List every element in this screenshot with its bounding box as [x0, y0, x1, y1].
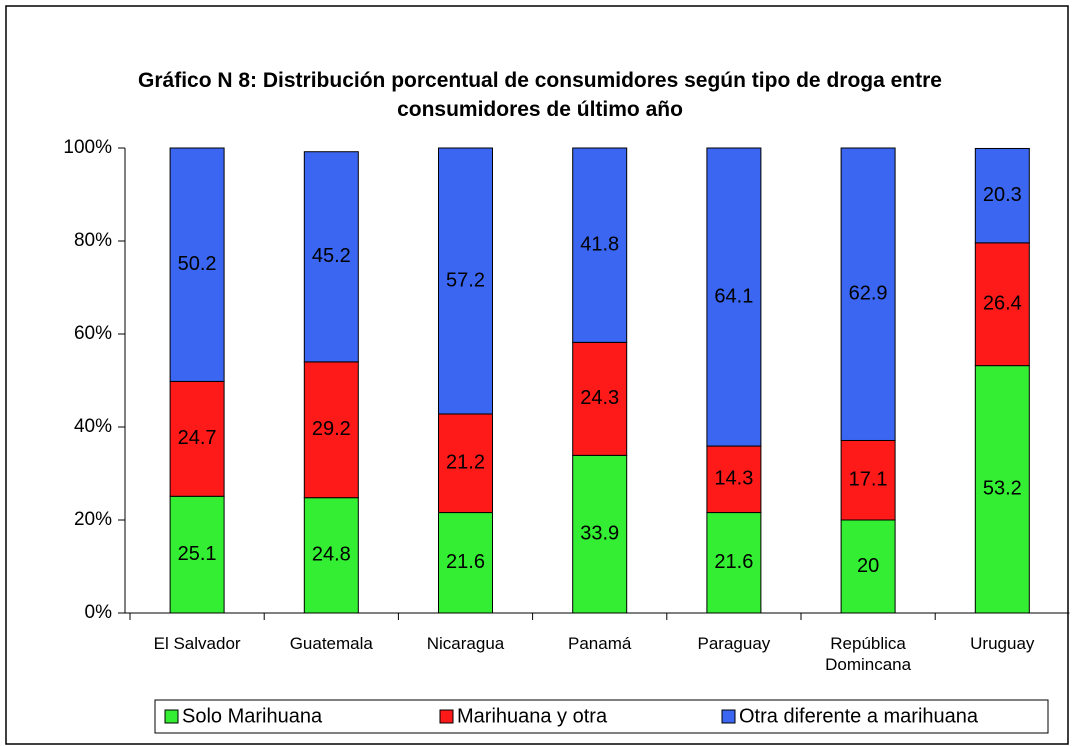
legend-label: Solo Marihuana [182, 705, 323, 727]
data-label: 25.1 [178, 543, 217, 565]
bar-segment [840, 439, 896, 521]
chart-frame [5, 5, 1069, 745]
data-label: 24.7 [178, 427, 217, 449]
bar-segment [303, 361, 359, 499]
data-label: 20 [857, 555, 879, 577]
data-label: 21.6 [714, 551, 753, 573]
data-label: 21.2 [446, 452, 485, 474]
x-tick-label: República Domincana [825, 634, 912, 674]
y-tick-label: 60% [74, 323, 112, 344]
data-label: 29.2 [312, 418, 351, 440]
bar-segment [438, 147, 493, 415]
data-label: 33.9 [580, 522, 619, 544]
data-label: 53.2 [983, 478, 1022, 500]
bar-segment [706, 512, 762, 614]
data-label: 21.6 [446, 551, 485, 573]
data-label: 20.3 [983, 184, 1022, 206]
data-label: 50.2 [178, 253, 217, 275]
bar-segment [303, 497, 359, 614]
data-label: 26.4 [983, 293, 1022, 315]
legend-label: Otra diferente a marihuana [739, 705, 979, 727]
legend-box [154, 699, 1049, 734]
y-tick-label: 40% [74, 416, 112, 437]
x-tick-label: Nicaragua [426, 634, 505, 653]
bar-segment [303, 151, 359, 363]
data-label: 24.8 [312, 544, 351, 566]
data-label: 64.1 [714, 285, 753, 307]
data-label: 41.8 [580, 233, 619, 255]
bar-segment [974, 147, 1030, 244]
y-tick-label: 0% [85, 602, 113, 623]
x-tick-label: Uruguay [970, 634, 1035, 653]
data-label: 17.1 [849, 469, 888, 491]
legend-swatch [439, 709, 454, 724]
y-tick-label: 20% [74, 509, 112, 530]
data-label: 14.3 [714, 468, 753, 490]
bar-segment [572, 454, 628, 614]
bar-segment [706, 147, 762, 447]
data-label: 45.2 [312, 245, 351, 267]
chart-title: Gráfico N 8: Distribución porcentual de … [138, 69, 942, 121]
bar-segment [974, 365, 1030, 614]
x-tick-label: Paraguay [697, 634, 771, 653]
bar-segment [438, 512, 493, 614]
x-tick-label: Guatemala [289, 634, 373, 653]
bar-segment [572, 341, 628, 456]
x-tick-label: Panamá [568, 634, 632, 653]
bar-segment [169, 147, 225, 382]
bar-segment [572, 147, 628, 343]
data-label: 24.3 [580, 387, 619, 409]
bar-segment [169, 495, 225, 614]
legend-label: Marihuana y otra [457, 705, 608, 727]
data-label: 62.9 [849, 283, 888, 305]
legend-swatch [721, 709, 736, 724]
x-tick-label: El Salvador [153, 634, 241, 653]
bar-segment [840, 147, 896, 441]
data-label: 57.2 [446, 269, 485, 291]
legend-swatch [164, 709, 179, 724]
y-tick-label: 100% [63, 137, 112, 158]
bar-segment [169, 380, 225, 497]
y-tick-label: 80% [74, 230, 112, 251]
bar-segment [974, 242, 1030, 367]
bar-segment [706, 445, 762, 514]
